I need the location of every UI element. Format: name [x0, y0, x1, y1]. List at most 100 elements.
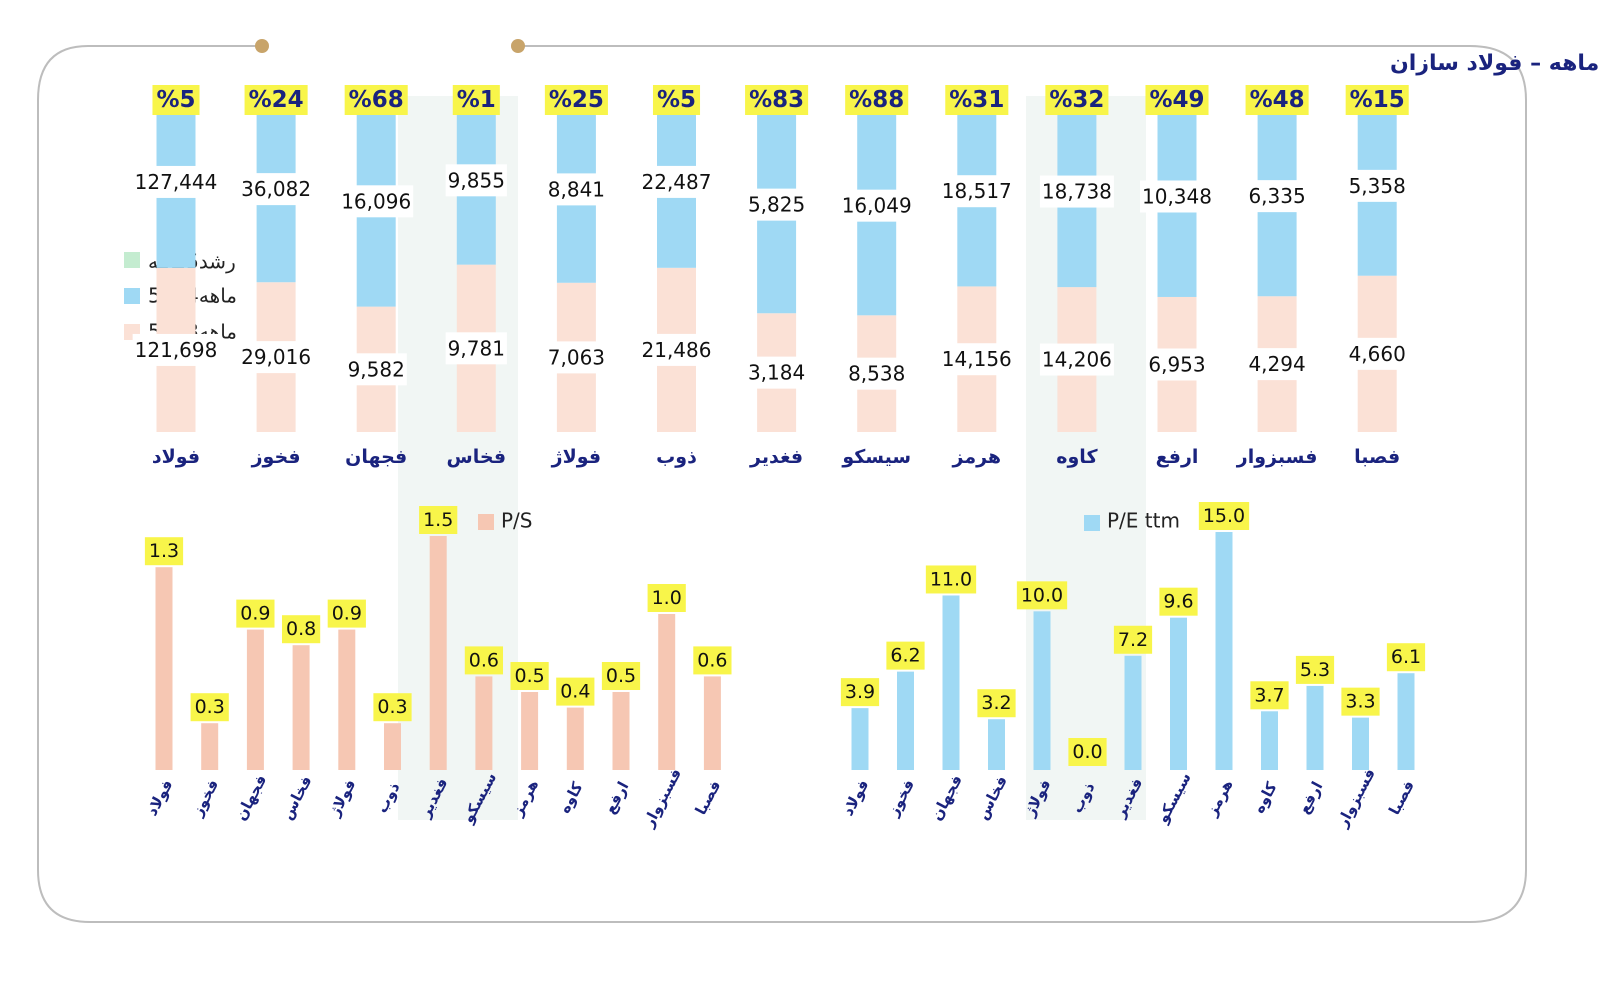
value-label-current: 127,444	[135, 170, 218, 194]
pe-value-label-text: 5.3	[1300, 659, 1330, 681]
pe-value-label-text: 6.2	[890, 645, 920, 667]
ps-value-label	[693, 646, 732, 675]
growth-label	[1245, 85, 1309, 115]
sales-chart: 127,444 121,698 %5 فولاد 36,082 29,016 %24 فخوز…	[132, 85, 1409, 468]
pe-value-label-text: 7.2	[1118, 629, 1148, 651]
growth-label	[544, 85, 608, 115]
growth-label-text: %32	[1049, 87, 1104, 113]
value-label-previous: 121,698	[135, 338, 218, 362]
ps-value-label	[419, 506, 458, 534]
ps-bar	[475, 676, 493, 770]
value-label-bg	[445, 332, 507, 365]
value-label-bg	[345, 353, 407, 386]
value-label-bg	[445, 164, 507, 197]
pe-value-label	[1068, 738, 1107, 766]
category-label: فخاس	[447, 446, 507, 468]
ps-value-label-text: 0.3	[377, 696, 407, 718]
value-label-bg	[239, 173, 314, 206]
ps-bar	[338, 629, 356, 770]
growth-label-text: %88	[849, 87, 904, 113]
pe-category-label: فصبا	[1385, 777, 1418, 818]
ps-bar	[246, 629, 264, 770]
value-label-bg	[545, 341, 608, 374]
pe-category-label: فجهان	[927, 772, 966, 824]
chart-title: فروش ۵ ماهه – فولاد سازان	[1390, 51, 1600, 76]
value-label-previous: 4,294	[1248, 352, 1305, 376]
pe-value-label	[1198, 502, 1250, 530]
value-label-bg	[745, 356, 808, 389]
ps-category-label: فصبا	[692, 777, 725, 818]
ps-legend-label: P/S	[501, 509, 533, 533]
value-label-previous: 29,016	[241, 345, 311, 369]
value-label-current: 10,348	[1142, 184, 1212, 208]
pe-value-label	[1016, 581, 1068, 610]
pe-legend-label: P/E ttm	[1107, 509, 1180, 533]
value-label-bg	[745, 188, 808, 221]
value-label-previous: 9,582	[348, 357, 405, 381]
pe-value-label	[1250, 681, 1289, 710]
growth-label	[945, 85, 1009, 115]
pe-value-label	[886, 641, 925, 670]
ps-value-label-text: 0.5	[606, 665, 636, 687]
ps-category-label: فخاس	[278, 773, 316, 823]
ps-legend-swatch	[478, 514, 494, 530]
ps-bar	[521, 692, 539, 770]
value-label-current: 8,841	[548, 177, 605, 201]
pe-value-label-text: 15.0	[1203, 505, 1245, 527]
growth-label-text: %68	[349, 87, 404, 113]
pe-bar	[988, 719, 1005, 770]
value-label-bg	[132, 333, 220, 366]
pe-value-label-text: 11.0	[930, 568, 972, 590]
growth-label	[452, 85, 500, 115]
pe-value-label-text: 3.2	[981, 692, 1011, 714]
value-label-current: 16,049	[842, 194, 912, 218]
pe-bar	[1124, 655, 1142, 770]
ps-value-label	[510, 662, 549, 690]
growth-label-text: %83	[749, 87, 804, 113]
value-label-bg	[1346, 169, 1408, 202]
growth-label	[745, 85, 809, 115]
category-label: سیسکو	[841, 446, 911, 468]
ps-value-label-text: 0.8	[286, 618, 316, 640]
growth-label-text: %25	[549, 87, 604, 113]
ps-value-label-text: 0.6	[469, 649, 499, 671]
ps-category-label: فولاد	[143, 777, 177, 819]
pe-value-label-text: 9.6	[1163, 591, 1193, 613]
value-label-bg	[1246, 348, 1308, 381]
legend-growth-swatch	[124, 252, 140, 268]
ps-bar	[201, 723, 219, 770]
growth-label	[1045, 85, 1109, 115]
value-label-current: 36,082	[241, 177, 311, 201]
category-label: فصبا	[1354, 446, 1400, 468]
ps-value-label-text: 1.5	[423, 509, 453, 531]
ps-chart: 1.3 فولاد 0.3 فخوز 0.9 فجهان 0.8 فخاس 0.9 فولاژ 0.…	[143, 506, 732, 831]
pe-value-label-text: 10.0	[1021, 584, 1063, 606]
ps-bar	[612, 692, 630, 770]
ps-category-label: فسبزوار	[639, 765, 685, 831]
value-label-bg	[846, 357, 908, 390]
category-label: فولاژ	[551, 446, 601, 468]
ps-value-label-text: 0.9	[240, 603, 270, 625]
pe-value-label-text: 3.7	[1254, 684, 1284, 706]
ps-value-label	[281, 615, 321, 644]
ps-value-label-text: 0.9	[332, 603, 362, 625]
growth-label-text: %49	[1149, 87, 1204, 113]
ps-value-label	[144, 537, 184, 566]
ps-value-label	[373, 693, 412, 722]
value-label-bg	[839, 189, 914, 222]
pe-category-label: ارفع	[1295, 778, 1327, 816]
ps-value-label	[327, 599, 366, 628]
value-label-previous: 4,660	[1349, 342, 1406, 366]
growth-label-text: %1	[457, 87, 496, 113]
value-label-current: 16,096	[341, 189, 411, 213]
pe-category-label: فخاس	[973, 773, 1011, 823]
category-label: ارفع	[1156, 446, 1199, 468]
value-label-current: 5,825	[748, 193, 805, 217]
growth-label-text: %31	[949, 87, 1004, 113]
growth-label-text: %15	[1350, 87, 1405, 113]
ps-bar	[384, 723, 401, 770]
growth-label-text: %24	[249, 87, 304, 113]
ps-value-label-text: 0.5	[514, 665, 544, 687]
pe-category-label: سیسکو	[1153, 769, 1195, 826]
category-label: فولاد	[152, 446, 200, 468]
